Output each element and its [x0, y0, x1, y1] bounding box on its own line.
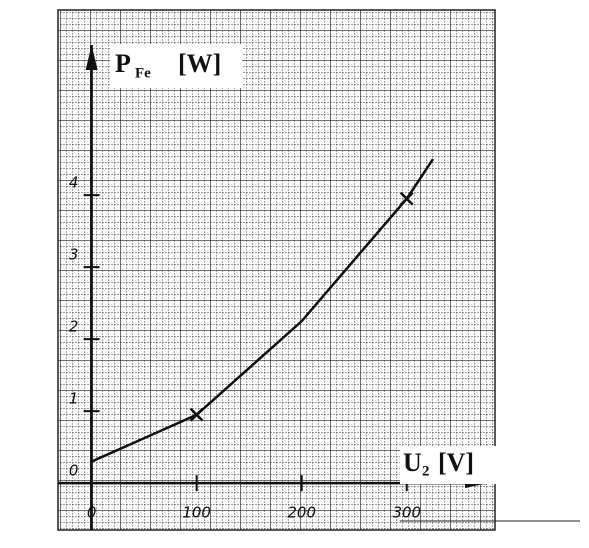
y-tick-label: 0 [69, 462, 79, 480]
x-tick-label: 0 [87, 504, 97, 522]
y-tick-label: 4 [69, 174, 79, 192]
x-tick-label: 100 [182, 504, 211, 522]
data-point [399, 191, 414, 206]
x-label: U [403, 448, 422, 477]
x-tick-label: 200 [287, 504, 316, 522]
y-tick-label: 2 [69, 318, 79, 336]
y-tick-label: 3 [69, 246, 79, 264]
x-tick-label: 300 [392, 504, 421, 522]
y-label-box [110, 44, 242, 88]
x-label-box [400, 446, 496, 484]
paper-border [57, 9, 496, 531]
y-tick-label: 1 [69, 390, 79, 408]
y-label-unit: [W] [178, 49, 221, 78]
y-label-sub: Fe [135, 65, 151, 81]
x-label-unit: [V] [438, 448, 474, 477]
data-point [189, 407, 204, 422]
x-label-sub: 2 [422, 463, 430, 479]
y-label: P [115, 49, 131, 78]
data-line [91, 158, 435, 463]
y-axis-arrow [85, 45, 98, 70]
